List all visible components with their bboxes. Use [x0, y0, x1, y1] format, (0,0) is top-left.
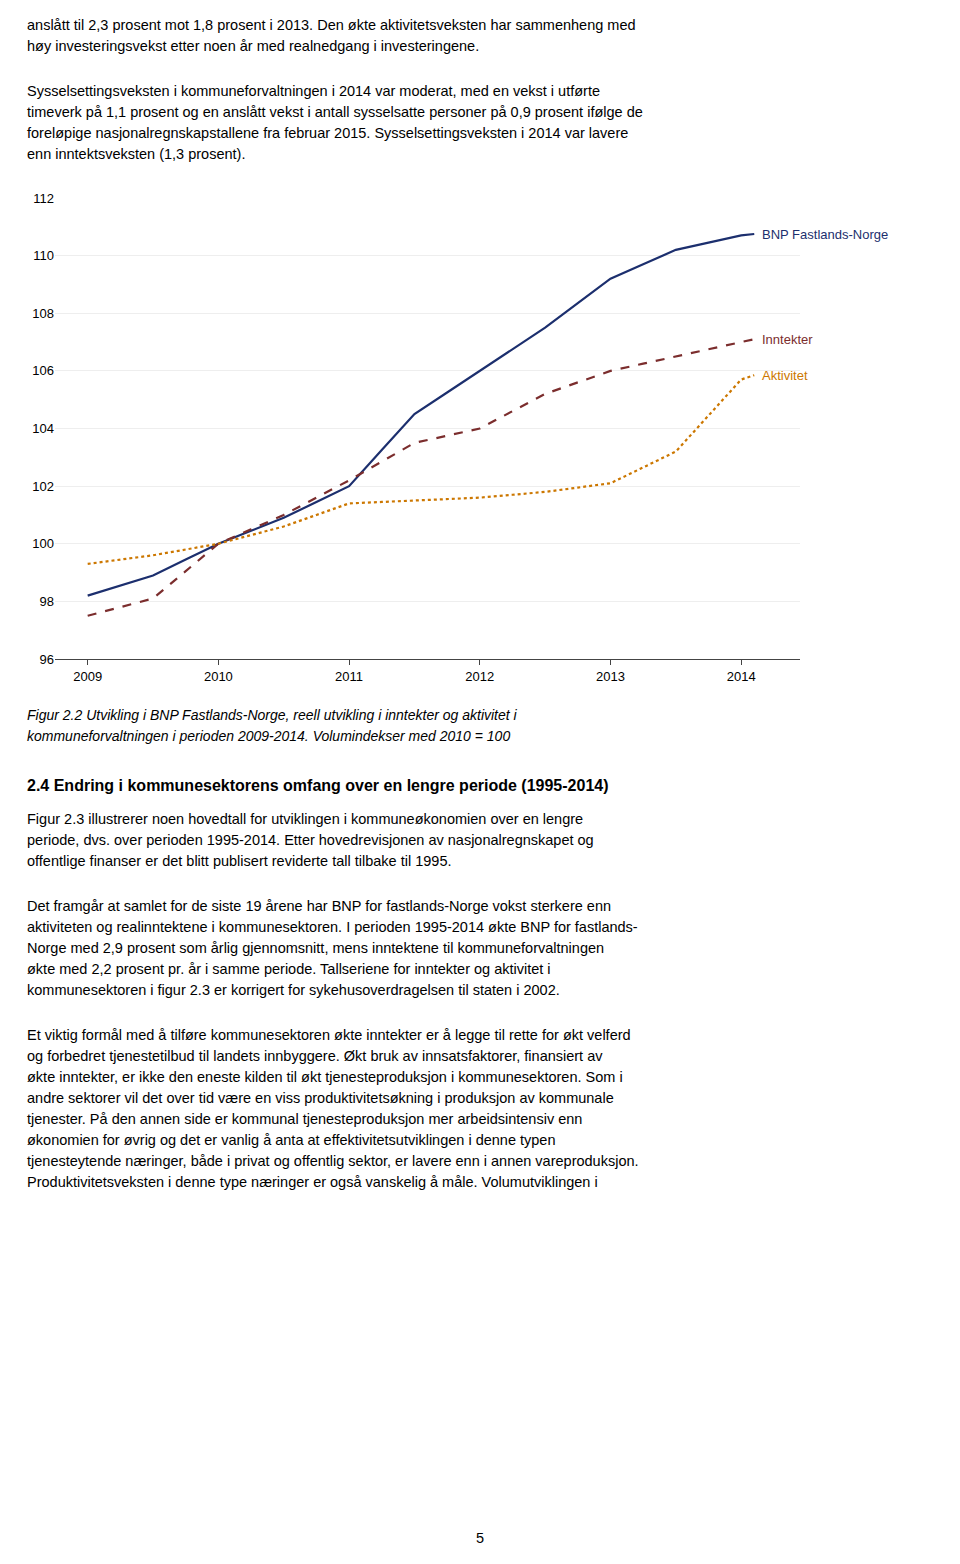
html-text:Norge med 2,9 prosent som årli: Norge med 2,9 prosent som årlig gjennoms…	[27, 940, 605, 956]
html-text:økte med 2,2 prosent pr. år i: økte med 2,2 prosent pr. år i samme peri…	[27, 961, 551, 977]
svg-text:2014: 2014	[727, 669, 756, 684]
html-text:offentlige finanser er det bli: offentlige finanser er det blitt publise…	[27, 853, 452, 869]
html-text:Figur 2.3 illustrerer noen hov: Figur 2.3 illustrerer noen hovedtall for…	[27, 811, 584, 827]
svg-text:2012: 2012	[465, 669, 494, 684]
html-text:tjenester. På den annen side e: tjenester. På den annen side er kommunal…	[27, 1111, 583, 1127]
html-text:Produktivitetsveksten i denne: Produktivitetsveksten i denne type nærin…	[27, 1174, 598, 1190]
html-text:2.4 Endring i kommunesektorens: 2.4 Endring i kommunesektorens omfang ov…	[27, 777, 609, 794]
svg-text:98: 98	[40, 594, 54, 609]
svg-text:Inntekter: Inntekter	[762, 332, 813, 347]
svg-text:BNP Fastlands-Norge: BNP Fastlands-Norge	[762, 227, 888, 242]
html-text:5: 5	[476, 1530, 484, 1546]
html-text:Det framgår at samlet for de s: Det framgår at samlet for de siste 19 år…	[27, 898, 611, 914]
html-text:tjenesteytende næringer, både: tjenesteytende næringer, både i privat o…	[27, 1153, 639, 1169]
html-text:Sysselsettingsveksten i kommun: Sysselsettingsveksten i kommuneforvaltni…	[27, 83, 600, 99]
svg-text:2009: 2009	[73, 669, 102, 684]
html-text:aktiviteten og realinntektene: aktiviteten og realinntektene i kommunes…	[27, 919, 638, 935]
html-text:foreløpige nasjonalregnskapsta: foreløpige nasjonalregnskapstallene fra …	[27, 125, 629, 141]
svg-text:2010: 2010	[204, 669, 233, 684]
html-text:Et viktig formål med å tilføre: Et viktig formål med å tilføre kommunese…	[27, 1027, 631, 1043]
html-text:kommuneforvaltningen i periode: kommuneforvaltningen i perioden 2009-201…	[27, 728, 511, 744]
svg-text:110: 110	[33, 248, 54, 263]
html-text:og forbedret tjenestetilbud ti: og forbedret tjenestetilbud til landets …	[27, 1048, 603, 1064]
html-text:økonomien for øvrig og det er: økonomien for øvrig og det er vanlig å a…	[27, 1132, 556, 1148]
svg-text:Aktivitet: Aktivitet	[762, 368, 808, 383]
svg-text:106: 106	[32, 363, 54, 378]
html-text:andre sektorer vil det over ti: andre sektorer vil det over tid være en …	[27, 1090, 614, 1106]
svg-text:102: 102	[32, 479, 54, 494]
html-text:kommunesektoren i figur 2.3 er: kommunesektoren i figur 2.3 er korrigert…	[27, 982, 560, 998]
html-text:Figur 2.2 Utvikling i BNP Fast: Figur 2.2 Utvikling i BNP Fastlands-Norg…	[27, 707, 517, 723]
html-text:periode, dvs. over perioden 19: periode, dvs. over perioden 1995-2014. E…	[27, 832, 594, 848]
svg-text:100: 100	[32, 536, 54, 551]
html-text:høy investeringsvekst etter no: høy investeringsvekst etter noen år med …	[27, 38, 480, 54]
svg-text:108: 108	[32, 306, 54, 321]
svg-text:112: 112	[33, 191, 54, 206]
svg-text:96: 96	[40, 652, 54, 667]
svg-text:104: 104	[32, 421, 54, 436]
html-text:timeverk på 1,1 prosent og en: timeverk på 1,1 prosent og en anslått ve…	[27, 104, 643, 120]
svg-text:2013: 2013	[596, 669, 625, 684]
html-text:økte inntekter, er ikke den en: økte inntekter, er ikke den eneste kilde…	[27, 1069, 623, 1085]
html-text:anslått til 2,3 prosent mot 1,: anslått til 2,3 prosent mot 1,8 prosent …	[27, 17, 636, 33]
html-text:enn inntektsveksten (1,3 prose: enn inntektsveksten (1,3 prosent).	[27, 146, 246, 162]
svg-text:2011: 2011	[335, 669, 363, 684]
